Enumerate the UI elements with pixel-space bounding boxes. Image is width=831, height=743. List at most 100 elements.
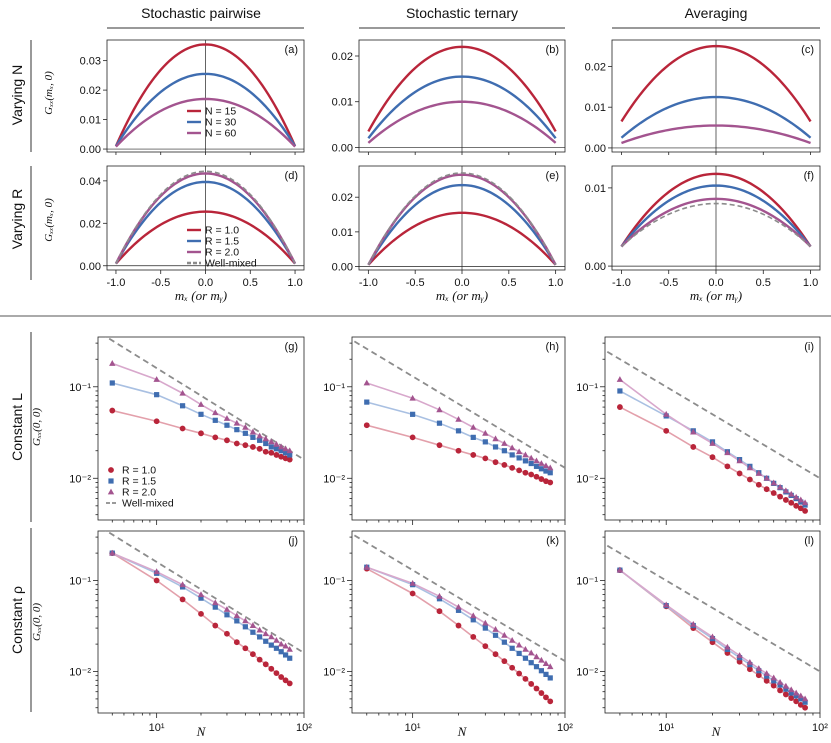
marker-r15 [273, 645, 280, 651]
marker-r2 [690, 428, 697, 435]
series-line-0 [367, 45, 557, 133]
marker-r2 [538, 656, 545, 663]
marker-r15 [364, 399, 370, 405]
marker-r2 [547, 464, 554, 471]
marker-r2 [109, 549, 116, 556]
marker-r15 [501, 448, 507, 454]
ytick-label: 10⁻² [323, 473, 345, 485]
marker-r2 [515, 448, 523, 455]
panel-label: (d) [285, 170, 298, 182]
legend-label: N = 15 [205, 106, 236, 118]
marker-r1 [793, 502, 800, 509]
marker-r2 [212, 409, 219, 416]
marker-r15 [522, 655, 529, 661]
marker-r2 [770, 479, 777, 486]
panel-f: (f) 0.00 0.01 -1.0 -0.5 0.0 0.5 1.0 [585, 165, 821, 289]
marker-r1 [522, 469, 529, 476]
marker-r1 [770, 490, 777, 496]
legend-marker-r15 [108, 478, 114, 484]
theory-curve-2 [112, 362, 291, 452]
marker-r1 [492, 459, 499, 466]
marker-r1 [746, 476, 753, 483]
well-mixed-line [605, 543, 820, 673]
marker-r1 [724, 463, 731, 470]
marker-r1 [278, 674, 285, 680]
xtick-label: 10² [812, 722, 828, 734]
marker-r2 [776, 678, 784, 685]
marker-r1 [509, 464, 516, 471]
ytick-label: 10⁻¹ [323, 576, 345, 588]
marker-r1 [797, 505, 804, 512]
marker-r2 [436, 406, 443, 413]
marker-r2 [792, 689, 800, 696]
marker-r15 [263, 440, 269, 447]
xtick-label: 0.0 [198, 277, 213, 289]
ytick-label: 0.00 [80, 261, 101, 273]
marker-r15 [278, 448, 284, 454]
theory-curve-1 [366, 401, 551, 474]
theory-curve-0 [619, 406, 806, 512]
marker-r15 [771, 678, 777, 684]
marker-r1 [802, 508, 808, 514]
marker-r15 [802, 699, 808, 705]
marker-r1 [249, 444, 256, 450]
marker-r2 [409, 579, 416, 586]
marker-r2 [282, 642, 289, 649]
panel-c: (c) 0.00 0.01 0.02 [585, 39, 821, 155]
marker-r2 [223, 606, 231, 612]
marker-r1 [256, 656, 263, 663]
marker-r2 [797, 692, 804, 699]
marker-r1 [153, 577, 160, 584]
marker-r1 [777, 687, 783, 694]
ytick-label: 10⁻¹ [576, 382, 598, 394]
xtick-label: 0.5 [756, 277, 771, 289]
marker-r2 [746, 658, 754, 665]
marker-r15 [533, 463, 540, 469]
marker-r15 [547, 675, 553, 681]
ytick-label: 10⁻² [323, 667, 345, 679]
marker-r2 [533, 653, 540, 660]
marker-r2 [724, 643, 731, 650]
ylabel-row1: Gₓₓ(mₓ, 0) [43, 71, 55, 115]
marker-r1 [268, 665, 275, 672]
marker-r2 [286, 645, 293, 652]
column-title-averaging: Averaging [685, 5, 748, 21]
xtick-label: -1.0 [106, 277, 125, 289]
marker-r15 [528, 460, 534, 467]
xtick-label: 1.0 [548, 277, 563, 289]
legend-label: R = 1.0 [122, 465, 156, 477]
xtick-label: 1.0 [803, 277, 818, 289]
marker-r15 [470, 617, 476, 623]
marker-r2 [197, 401, 205, 407]
ytick-label: 0.01 [332, 97, 353, 109]
panel-a: (a) 0.00 0.01 0.02 0.03 [80, 39, 305, 156]
series-line-2 [367, 100, 557, 144]
marker-r1 [533, 685, 540, 692]
panel-label: (j) [288, 535, 298, 547]
marker-r2 [616, 566, 624, 573]
marker-r15 [482, 625, 488, 631]
marker-r2 [690, 620, 697, 627]
marker-r2 [788, 490, 795, 497]
legend-label: N = 60 [205, 128, 236, 140]
well-mixed-line [352, 338, 565, 469]
series-line-1 [114, 180, 297, 265]
marker-r2 [249, 622, 257, 628]
xlabel-col2: mₓ (or mᵧ) [436, 288, 488, 303]
marker-r1 [797, 701, 804, 708]
marker-r1 [470, 452, 477, 458]
marker-r2 [470, 423, 477, 430]
marker-r15 [250, 629, 256, 635]
marker-r15 [509, 452, 515, 458]
marker-r15 [455, 607, 462, 613]
marker-r15 [788, 690, 794, 696]
xtick-label: 10¹ [658, 722, 674, 734]
marker-r2 [153, 376, 160, 382]
marker-r1 [242, 645, 249, 652]
plot-area [104, 337, 304, 463]
marker-r15 [198, 595, 204, 601]
series-line-0 [620, 172, 812, 248]
xtick-label: -0.5 [151, 277, 170, 289]
panel-l: (l) 10⁻² 10⁻¹ 10¹ 10² [576, 530, 828, 734]
xtick-label: 10¹ [405, 722, 421, 734]
